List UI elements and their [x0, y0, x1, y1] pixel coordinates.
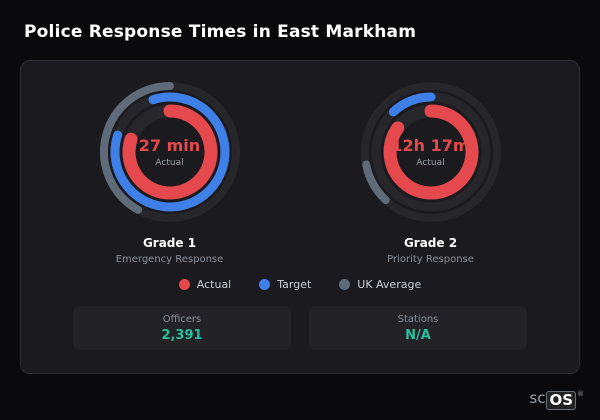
legend-label: Target — [277, 278, 312, 291]
stat-stations: Stations N/A — [309, 306, 527, 350]
chart-legend: Actual Target UK Average — [39, 278, 561, 291]
gauge-title: Grade 2 — [403, 236, 458, 250]
page-title: Police Response Times in East Markham — [24, 22, 417, 42]
gauge-ring-target — [110, 92, 229, 212]
response-times-card: 27 min Actual Grade 1 Emergency Response… — [20, 60, 580, 374]
registered-trademark-icon: ® — [577, 390, 584, 398]
stat-label: Officers — [162, 313, 202, 325]
stat-value: 2,391 — [161, 327, 203, 343]
legend-dot-actual-icon — [178, 279, 190, 290]
legend-item-target: Target — [259, 278, 311, 291]
stat-officers: Officers 2,391 — [73, 306, 291, 350]
gauge-track — [360, 82, 501, 222]
gauge-ring-actual — [383, 104, 478, 200]
legend-item-uk-average: UK Average — [339, 278, 421, 291]
stats-row: Officers 2,391 Stations N/A — [39, 306, 561, 350]
gauge-ring-uk-average — [361, 160, 390, 205]
gauge-grade-2: 12h 17m Actual Grade 2 Priority Response — [316, 77, 546, 265]
gauge-chart-wrap: 12h 17m Actual — [356, 77, 506, 227]
stat-label: Stations — [397, 313, 439, 325]
legend-dot-target-icon — [259, 279, 271, 290]
gauge-subtitle: Priority Response — [387, 254, 474, 265]
gauges-row: 27 min Actual Grade 1 Emergency Response… — [39, 77, 561, 265]
scos-logo: sc OS ® — [529, 391, 584, 410]
gauge-chart-wrap: 27 min Actual — [95, 77, 245, 227]
gauge-grade-1: 27 min Actual Grade 1 Emergency Response — [55, 77, 285, 265]
logo-suffix: OS — [546, 391, 576, 410]
legend-label: UK Average — [357, 278, 422, 291]
gauge-subtitle: Emergency Response — [115, 254, 224, 265]
gauge-ring-uk-average — [99, 82, 174, 214]
gauge-ring-target — [388, 92, 435, 117]
logo-prefix: sc — [529, 389, 546, 407]
gauge-title: Grade 1 — [142, 236, 197, 250]
legend-item-actual: Actual — [178, 278, 232, 291]
gauge-chart-grade-1 — [99, 82, 240, 222]
gauge-chart-grade-2 — [360, 82, 501, 222]
legend-dot-uk-average-icon — [339, 279, 351, 290]
stat-value: N/A — [405, 327, 431, 343]
gauge-ring-actual — [122, 104, 217, 200]
legend-label: Actual — [196, 278, 232, 291]
